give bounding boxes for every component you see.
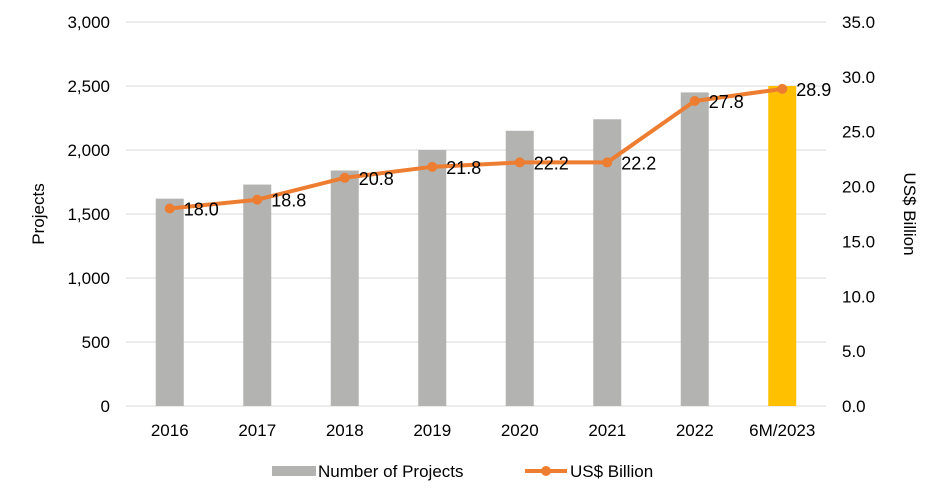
bars — [155, 86, 797, 407]
right-axis-tick-label: 25.0 — [842, 123, 875, 142]
line-point — [689, 95, 700, 106]
right-axis-tick-label: 30.0 — [842, 68, 875, 87]
legend-label-projects: Number of Projects — [318, 462, 464, 481]
bar — [768, 86, 797, 406]
legend-swatch-usd-marker — [541, 466, 551, 476]
left-axis-tick-label: 2,000 — [67, 141, 110, 160]
right-axis-title: US$ Billion — [900, 172, 919, 255]
x-axis-tick-label: 6M/2023 — [749, 421, 815, 440]
left-axis-tick-label: 3,000 — [67, 13, 110, 32]
x-axis-tick-label: 2022 — [676, 421, 714, 440]
x-axis-tick-label: 2016 — [151, 421, 189, 440]
x-axis-tick-label: 2021 — [588, 421, 626, 440]
gridlines — [126, 21, 826, 407]
line-point — [252, 194, 263, 205]
right-axis-tick-label: 35.0 — [842, 13, 875, 32]
x-axis-tick-label: 2019 — [413, 421, 451, 440]
line-series — [167, 86, 785, 211]
line-point — [427, 161, 438, 172]
left-axis-tick-label: 1,000 — [67, 269, 110, 288]
data-labels: 18.0 18.8 20.8 21.8 22.2 22.2 27.8 28.9 — [184, 80, 832, 220]
legend: Number of Projects US$ Billion — [272, 462, 653, 481]
x-axis-ticks: 2016 2017 2018 2019 2020 2021 2022 6M/2023 — [151, 421, 816, 440]
line-point — [164, 203, 175, 214]
line-points — [164, 83, 788, 214]
data-label: 20.8 — [359, 169, 394, 189]
data-label: 27.8 — [709, 92, 744, 112]
right-axis-tick-label: 5.0 — [842, 342, 866, 361]
left-axis-tick-label: 0 — [101, 397, 110, 416]
bar — [680, 92, 709, 407]
right-axis-ticks: 0.0 5.0 10.0 15.0 20.0 25.0 30.0 35.0 — [842, 13, 875, 416]
bar — [505, 130, 534, 407]
right-axis-tick-label: 10.0 — [842, 287, 875, 306]
bar — [155, 198, 184, 406]
data-label: 18.8 — [271, 191, 306, 211]
left-axis-tick-label: 500 — [82, 333, 110, 352]
series-line — [167, 86, 785, 211]
bar — [418, 150, 447, 406]
data-label: 28.9 — [796, 80, 831, 100]
line-point — [777, 83, 788, 94]
data-label: 21.8 — [446, 158, 481, 178]
left-axis-tick-label: 2,500 — [67, 77, 110, 96]
left-axis-title: Projects — [29, 183, 48, 244]
data-label: 18.0 — [184, 200, 219, 220]
x-axis-tick-label: 2017 — [238, 421, 276, 440]
line-point — [602, 157, 613, 168]
data-label: 22.2 — [534, 153, 569, 173]
bar — [243, 184, 272, 406]
legend-swatch-projects — [272, 466, 316, 476]
line-point — [514, 157, 525, 168]
line-point — [339, 172, 350, 183]
right-axis-tick-label: 20.0 — [842, 178, 875, 197]
left-axis-tick-label: 1,500 — [67, 205, 110, 224]
right-axis-tick-label: 0.0 — [842, 397, 866, 416]
left-axis-ticks: 0 500 1,000 1,500 2,000 2,500 3,000 — [67, 13, 110, 416]
x-axis-tick-label: 2020 — [501, 421, 539, 440]
data-label: 22.2 — [621, 153, 656, 173]
right-axis-tick-label: 15.0 — [842, 232, 875, 251]
x-axis-tick-label: 2018 — [326, 421, 364, 440]
bar — [330, 170, 359, 406]
legend-label-usd: US$ Billion — [570, 462, 653, 481]
